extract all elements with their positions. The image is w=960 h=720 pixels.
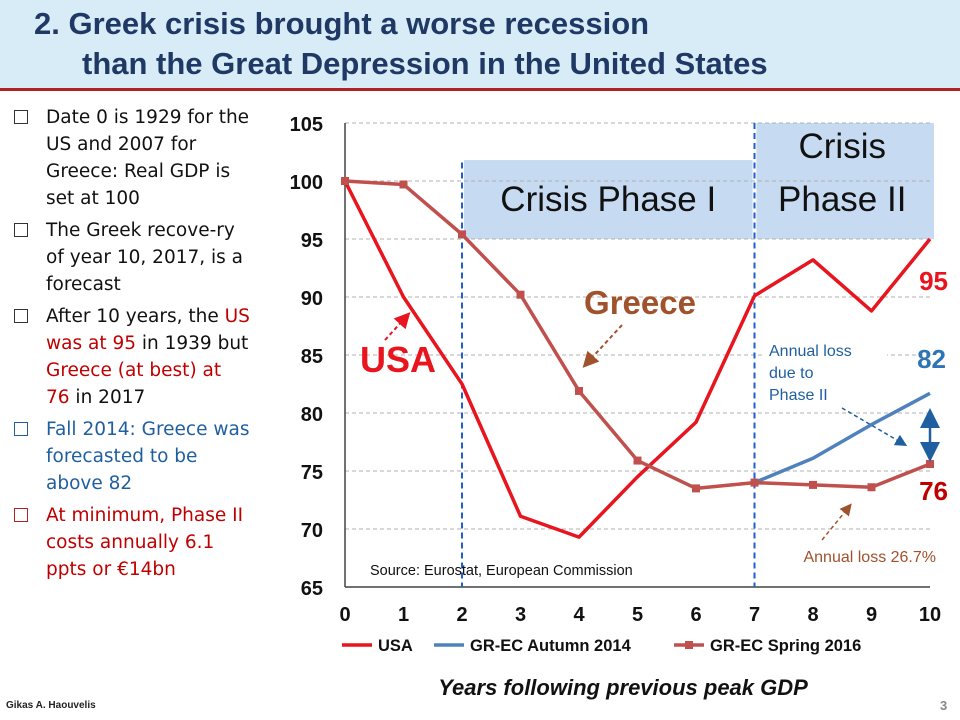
series-point bbox=[458, 230, 466, 239]
annual-loss-box bbox=[762, 335, 887, 411]
y-tick-label: 65 bbox=[301, 578, 323, 600]
bullet-item: After 10 years, the US was at 95 in 1939… bbox=[8, 303, 250, 411]
x-axis-label: Years following previous peak GDP bbox=[438, 675, 808, 700]
page-number: 3 bbox=[940, 698, 948, 713]
greece-label: Greece bbox=[584, 284, 696, 321]
bullet-list: Date 0 is 1929 for the US and 2007 for G… bbox=[8, 104, 250, 588]
spring-end-value: 76 bbox=[919, 476, 948, 506]
x-tick-label: 3 bbox=[515, 604, 526, 626]
x-tick-label: 8 bbox=[807, 604, 818, 626]
title-line-2: than the Great Depression in the United … bbox=[82, 46, 768, 81]
x-tick-label: 2 bbox=[456, 604, 467, 626]
y-tick-label: 85 bbox=[301, 346, 323, 368]
series-point bbox=[516, 290, 525, 299]
checkbox-bullet-icon bbox=[14, 309, 28, 323]
author-credit: Gikas A. Haouvelis bbox=[6, 700, 96, 711]
series-point bbox=[341, 177, 349, 185]
annual-loss-pct: Annual loss 26.7% bbox=[803, 549, 936, 566]
x-tick-label: 7 bbox=[749, 604, 760, 626]
x-tick-label: 6 bbox=[690, 604, 701, 626]
y-tick-label: 95 bbox=[301, 230, 323, 252]
y-tick-label: 100 bbox=[290, 172, 323, 194]
checkbox-bullet-icon bbox=[14, 422, 28, 436]
series-point bbox=[399, 180, 408, 189]
phase-2-label-line1: Crisis bbox=[799, 127, 886, 166]
x-tick-label: 1 bbox=[398, 604, 409, 626]
bullet-item: Fall 2014: Greece was forecasted to be a… bbox=[8, 416, 250, 497]
x-tick-label: 5 bbox=[632, 604, 643, 626]
y-tick-label: 90 bbox=[301, 288, 323, 310]
source-note: Source: Eurostat, European Commission bbox=[370, 563, 633, 579]
y-tick-label: 105 bbox=[290, 114, 323, 136]
x-tick-label: 9 bbox=[866, 604, 877, 626]
usa-label: USA bbox=[360, 339, 436, 380]
bullet-text: Date 0 is 1929 for the US and 2007 for G… bbox=[46, 107, 250, 209]
bullet-text: After 10 years, the bbox=[46, 306, 225, 327]
series-point bbox=[809, 480, 817, 489]
bullet-text: At minimum, Phase II costs annually 6.1 … bbox=[46, 505, 244, 580]
series-point bbox=[750, 478, 759, 487]
title-line-1: 2. Greek crisis brought a worse recessio… bbox=[34, 6, 650, 41]
phase-1-label: Crisis Phase I bbox=[500, 180, 716, 219]
legend-entry: USA bbox=[378, 637, 413, 655]
x-tick-label: 10 bbox=[919, 604, 941, 626]
checkbox-bullet-icon bbox=[14, 508, 28, 522]
phase-1-band bbox=[464, 160, 753, 239]
series-point bbox=[633, 456, 642, 465]
series-point bbox=[926, 460, 934, 469]
bullet-item: Date 0 is 1929 for the US and 2007 for G… bbox=[8, 104, 250, 212]
bullet-text: US was at 95 bbox=[46, 306, 250, 354]
legend-marker bbox=[685, 641, 693, 649]
y-tick-label: 75 bbox=[301, 462, 323, 484]
series-point bbox=[692, 484, 700, 493]
annual-loss-arrow bbox=[841, 407, 908, 447]
annual-loss-pct-arrow bbox=[821, 503, 852, 541]
greece-arrow bbox=[582, 324, 623, 368]
checkbox-bullet-icon bbox=[14, 223, 28, 237]
bullet-text: Fall 2014: Greece was forecasted to be a… bbox=[46, 419, 250, 494]
usa-end-value: 95 bbox=[919, 266, 948, 296]
series-line-0 bbox=[343, 180, 932, 539]
annual-loss-box-text: due to bbox=[769, 365, 814, 382]
bullet-item: The Greek recove-ry of year 10, 2017, is… bbox=[8, 217, 250, 298]
annual-loss-box-text: Phase II bbox=[769, 387, 828, 404]
bullet-text: The Greek recove-ry of year 10, 2017, is… bbox=[46, 220, 244, 295]
phase-2-label-line2: Phase II bbox=[778, 180, 906, 219]
series-point bbox=[867, 483, 876, 492]
legend-entry: GR-EC Autumn 2014 bbox=[470, 637, 632, 655]
bullet-text: in 2017 bbox=[69, 387, 146, 408]
series-point bbox=[575, 386, 583, 395]
x-tick-label: 0 bbox=[339, 604, 350, 626]
usa-arrow bbox=[384, 312, 411, 341]
bullet-text: Greece (at best) at 76 bbox=[46, 360, 222, 408]
title-bar: 2. Greek crisis brought a worse recessio… bbox=[0, 0, 960, 91]
checkbox-bullet-icon bbox=[14, 110, 28, 124]
y-tick-label: 80 bbox=[301, 404, 323, 426]
annual-loss-box-text: Annual loss bbox=[769, 343, 852, 360]
series-line-1 bbox=[753, 391, 931, 485]
bullet-item: At minimum, Phase II costs annually 6.1 … bbox=[8, 502, 250, 583]
y-tick-label: 70 bbox=[301, 520, 323, 542]
autumn-end-value: 82 bbox=[917, 344, 946, 374]
legend-entry: GR-EC Spring 2016 bbox=[710, 637, 861, 655]
x-tick-label: 4 bbox=[573, 604, 585, 626]
bullet-text: in 1939 but bbox=[136, 333, 249, 354]
